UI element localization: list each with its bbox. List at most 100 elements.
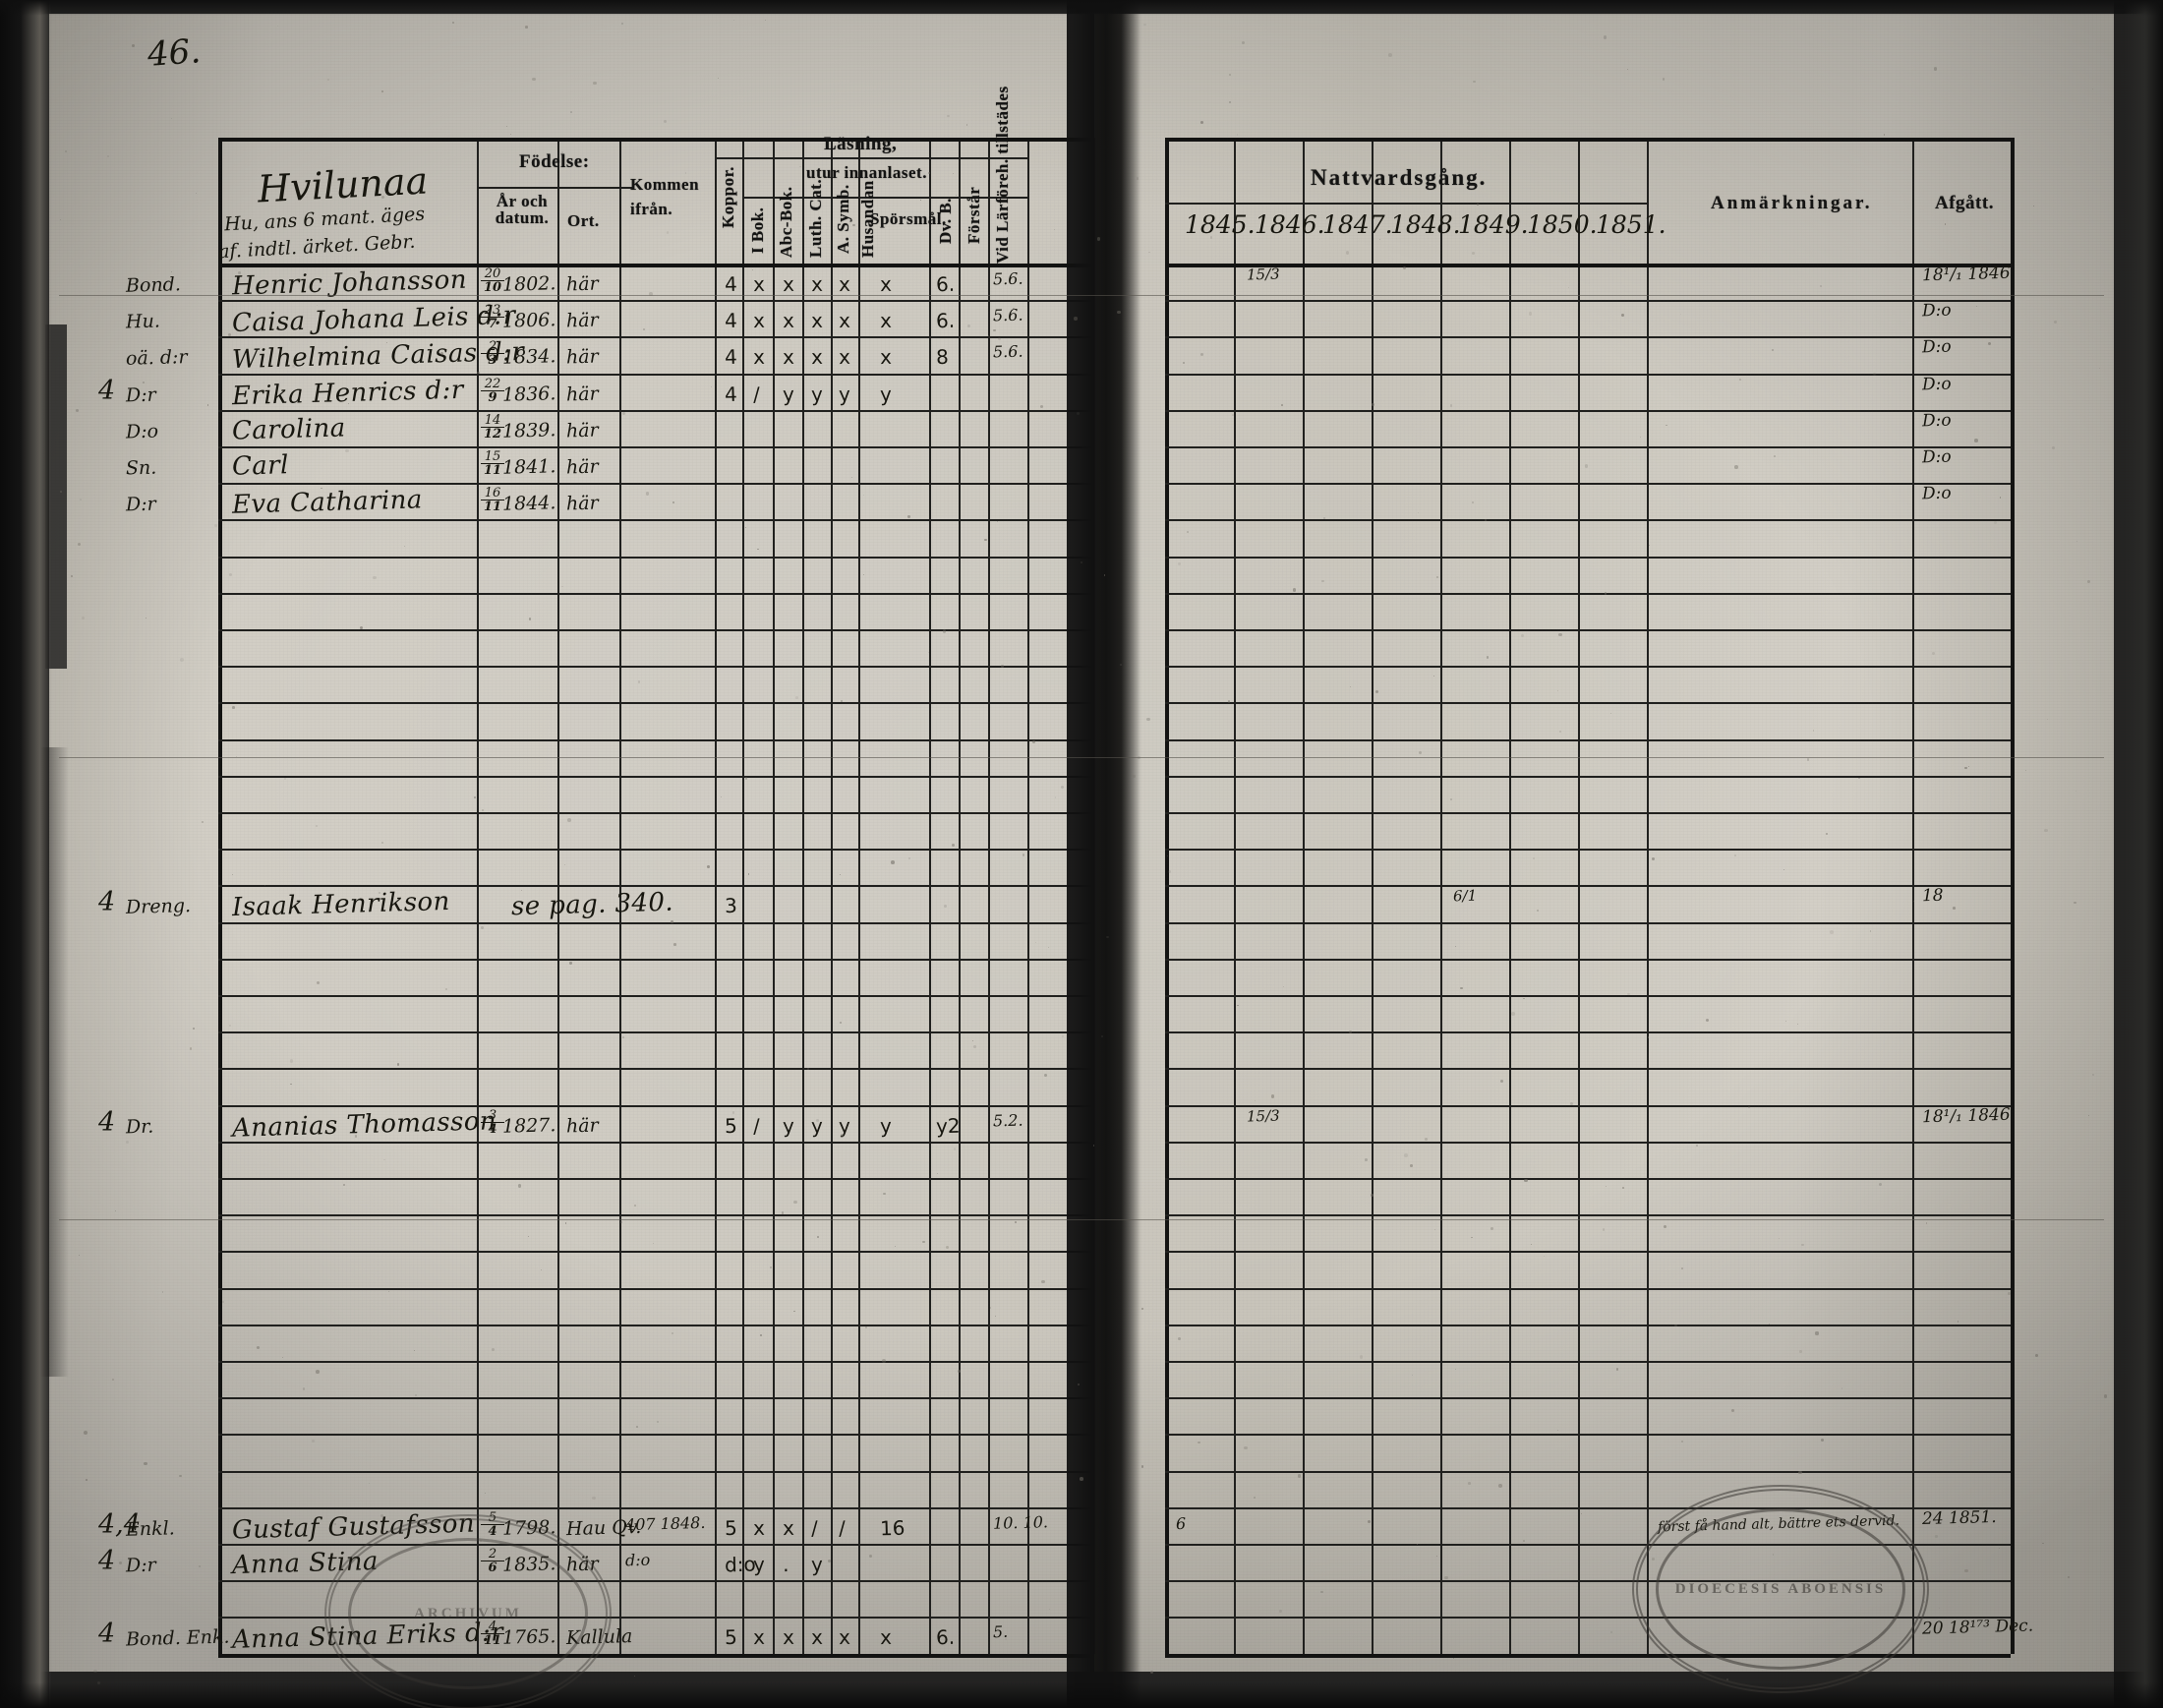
entry-communion-1849-18: 6/1: [1452, 887, 1478, 906]
entry-reading-2-3: x: [810, 309, 824, 333]
entry-departed-3: D:o: [1921, 336, 1952, 358]
page-number: 46.: [146, 31, 203, 75]
reading-col-sporsmal: Spörsmål.: [870, 209, 947, 228]
entry-reading-24-1: /: [752, 1113, 761, 1138]
entry-birth-day-1: 20 10: [481, 267, 504, 294]
entry-reading-35-4: /: [838, 1515, 847, 1540]
entry-departed-6: D:o: [1921, 446, 1952, 468]
entry-birth-day-5: 14 12: [481, 414, 504, 441]
margin-mark-4: 4: [98, 1619, 116, 1650]
entry-reading-3-0: 4: [724, 345, 738, 370]
archive-stamp-left: ARCHIVUM: [324, 1514, 612, 1708]
entry-name-7: Eva Catharina: [231, 485, 424, 520]
entry-attendance-2: 5.6.: [992, 305, 1023, 325]
entry-birth-day-6: 15 11: [481, 450, 504, 477]
entry-reading-35-1: x: [752, 1515, 766, 1540]
entry-communion-1845-35: 6: [1175, 1513, 1187, 1533]
entry-birth-place-3: här: [565, 345, 599, 369]
communion-year-1851: 1851.: [1596, 210, 1666, 239]
reading-col-dv-b: Dv. B.: [936, 198, 955, 244]
reading-subgroup-header: utur innanlaset.: [806, 163, 927, 182]
entry-name-6: Carl: [231, 450, 290, 482]
communion-year-1845: 1845.: [1185, 210, 1256, 239]
entry-reading-18-0: 3: [724, 894, 738, 918]
notes-header: Anmärkningar.: [1711, 193, 1873, 213]
communion-year-1849: 1849.: [1458, 210, 1529, 239]
entry-birth-year-7: 1844.: [501, 492, 556, 515]
entry-reading-1-0: 4: [724, 271, 738, 297]
entry-rank-7: D:r: [125, 493, 157, 516]
entry-attendance-35: 10. 10.: [992, 1512, 1049, 1533]
entry-reading-3-1: x: [752, 345, 766, 370]
entry-communion-1846-24: 15/3: [1246, 1106, 1280, 1126]
entry-birth-year-3: 1834.: [501, 345, 556, 370]
entry-rank-36: D:r: [125, 1554, 157, 1577]
entry-came-from-36: d:o: [624, 1550, 651, 1570]
entry-reading-3-4: x: [838, 345, 851, 370]
names-column-title: Hvilunaa: [256, 158, 430, 211]
entry-reading-3-3: x: [810, 345, 824, 370]
entry-rank-6: Sn.: [125, 456, 157, 480]
communion-year-1846: 1846.: [1255, 210, 1325, 239]
entry-reading-24-2: y: [782, 1113, 795, 1138]
entry-departed-18: 18: [1921, 886, 1944, 907]
entry-birth-year-24: 1827.: [501, 1113, 556, 1138]
entry-reading-4-0: 4: [724, 382, 738, 406]
entry-reading-3-6: 8: [935, 345, 950, 370]
entry-reading-2-2: x: [782, 309, 795, 333]
entry-reading-36-1: y: [752, 1552, 766, 1577]
entry-reading-38-2: x: [782, 1625, 795, 1650]
entry-attendance-24: 5.2.: [992, 1110, 1023, 1131]
entry-birth-day-2: 23 7: [481, 304, 504, 330]
entry-birth-year-6: 1841.: [501, 455, 556, 479]
entry-reading-1-1: x: [752, 271, 766, 297]
entry-reading-36-3: y: [810, 1552, 824, 1577]
entry-birth-place-7: här: [565, 492, 599, 515]
entry-reading-36-2: .: [782, 1552, 789, 1577]
entry-birth-year-5: 1839.: [501, 419, 556, 442]
entry-birth-year-4: 1836.: [501, 382, 556, 406]
entry-communion-1846-1: 15/3: [1246, 265, 1280, 284]
entry-reading-35-2: x: [782, 1515, 795, 1540]
communion-year-1848: 1848.: [1390, 210, 1461, 239]
entry-name-5: Carolina: [231, 413, 346, 446]
margin-mark-5: 4,4: [98, 1508, 141, 1540]
entry-reading-38-6: 6.: [935, 1625, 956, 1650]
attendance-header: Vid Lärföreh. tillstädes: [993, 86, 1012, 264]
entry-attendance-1: 5.6.: [992, 268, 1023, 289]
entry-birth-place-1: här: [565, 272, 599, 296]
entry-reading-35-5: 16: [879, 1515, 906, 1541]
entry-reading-2-5: x: [879, 309, 893, 333]
entry-birth-day-7: 16 11: [481, 487, 504, 513]
entry-rank-4: D:r: [125, 383, 157, 407]
entry-reading-4-2: y: [782, 382, 795, 406]
entry-departed-5: D:o: [1921, 410, 1952, 432]
entry-birth-year-1: 1802.: [501, 272, 556, 296]
entry-reading-24-0: 5: [724, 1113, 738, 1138]
entry-rank-18: Dreng.: [125, 895, 192, 919]
entry-rank-38: Bond. Enk.: [125, 1625, 230, 1651]
entry-reading-38-1: x: [752, 1625, 766, 1650]
entry-reading-1-4: x: [838, 271, 851, 297]
smallpox-header: Koppor.: [719, 166, 737, 228]
entry-reading-35-3: /: [810, 1515, 819, 1540]
entry-reading-4-3: y: [810, 382, 824, 406]
entry-departed-4: D:o: [1921, 374, 1952, 395]
entry-reading-2-4: x: [838, 309, 851, 333]
margin-mark-2: 4: [98, 1106, 116, 1138]
entry-reading-38-3: x: [810, 1625, 824, 1650]
entry-reading-3-5: x: [879, 345, 893, 370]
entry-reading-35-0: 5: [724, 1515, 738, 1540]
entry-reference-18: se pag. 340.: [510, 888, 674, 922]
entry-departed-38: 20 18¹⁷³ Dec.: [1921, 1616, 2034, 1639]
margin-mark-3: 4: [98, 1546, 116, 1576]
communion-year-1850: 1850.: [1527, 210, 1598, 239]
entry-reading-4-5: y: [879, 382, 893, 406]
entry-attendance-3: 5.6.: [992, 341, 1023, 362]
entry-reading-1-2: x: [782, 271, 795, 297]
entry-reading-2-0: 4: [724, 309, 738, 333]
birth-place-header: Ort.: [567, 211, 600, 230]
entry-rank-24: Dr.: [125, 1115, 154, 1138]
